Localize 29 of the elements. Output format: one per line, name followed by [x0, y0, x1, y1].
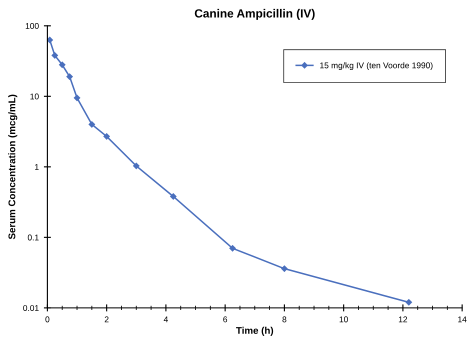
- x-tick-label: 12: [398, 316, 408, 322]
- y-tick-label: 10: [30, 94, 39, 100]
- x-tick-label: 14: [458, 316, 467, 322]
- legend-label: 15 mg/kg IV (ten Voorde 1990): [320, 62, 433, 70]
- y-tick-label: 0.01: [23, 305, 39, 311]
- point: [104, 133, 110, 140]
- x-tick-label: 6: [223, 316, 228, 322]
- point: [47, 36, 53, 44]
- point: [74, 94, 80, 102]
- y-tick-label: 100: [26, 23, 39, 29]
- point: [88, 121, 95, 128]
- x-tick-label: 8: [282, 316, 286, 322]
- point: [229, 245, 236, 252]
- chart-title: Canine Ampicillin (IV): [194, 8, 315, 20]
- x-tick-label: 0: [45, 316, 50, 322]
- point: [133, 162, 140, 170]
- x-tick-label: 2: [104, 316, 109, 322]
- point: [66, 74, 73, 80]
- y-tick-label: 1: [35, 164, 39, 170]
- y-tick-label: 0.1: [28, 234, 39, 240]
- x-axis-title: Time (h): [236, 326, 274, 336]
- y-axis-title: Serum Concentration (mcg/mL): [8, 94, 18, 240]
- point: [406, 299, 412, 306]
- point: [59, 62, 66, 68]
- point: [170, 193, 176, 200]
- x-tick-label: 4: [164, 316, 168, 322]
- point: [52, 52, 58, 59]
- x-tick-label: 10: [340, 316, 348, 322]
- point: [281, 266, 288, 272]
